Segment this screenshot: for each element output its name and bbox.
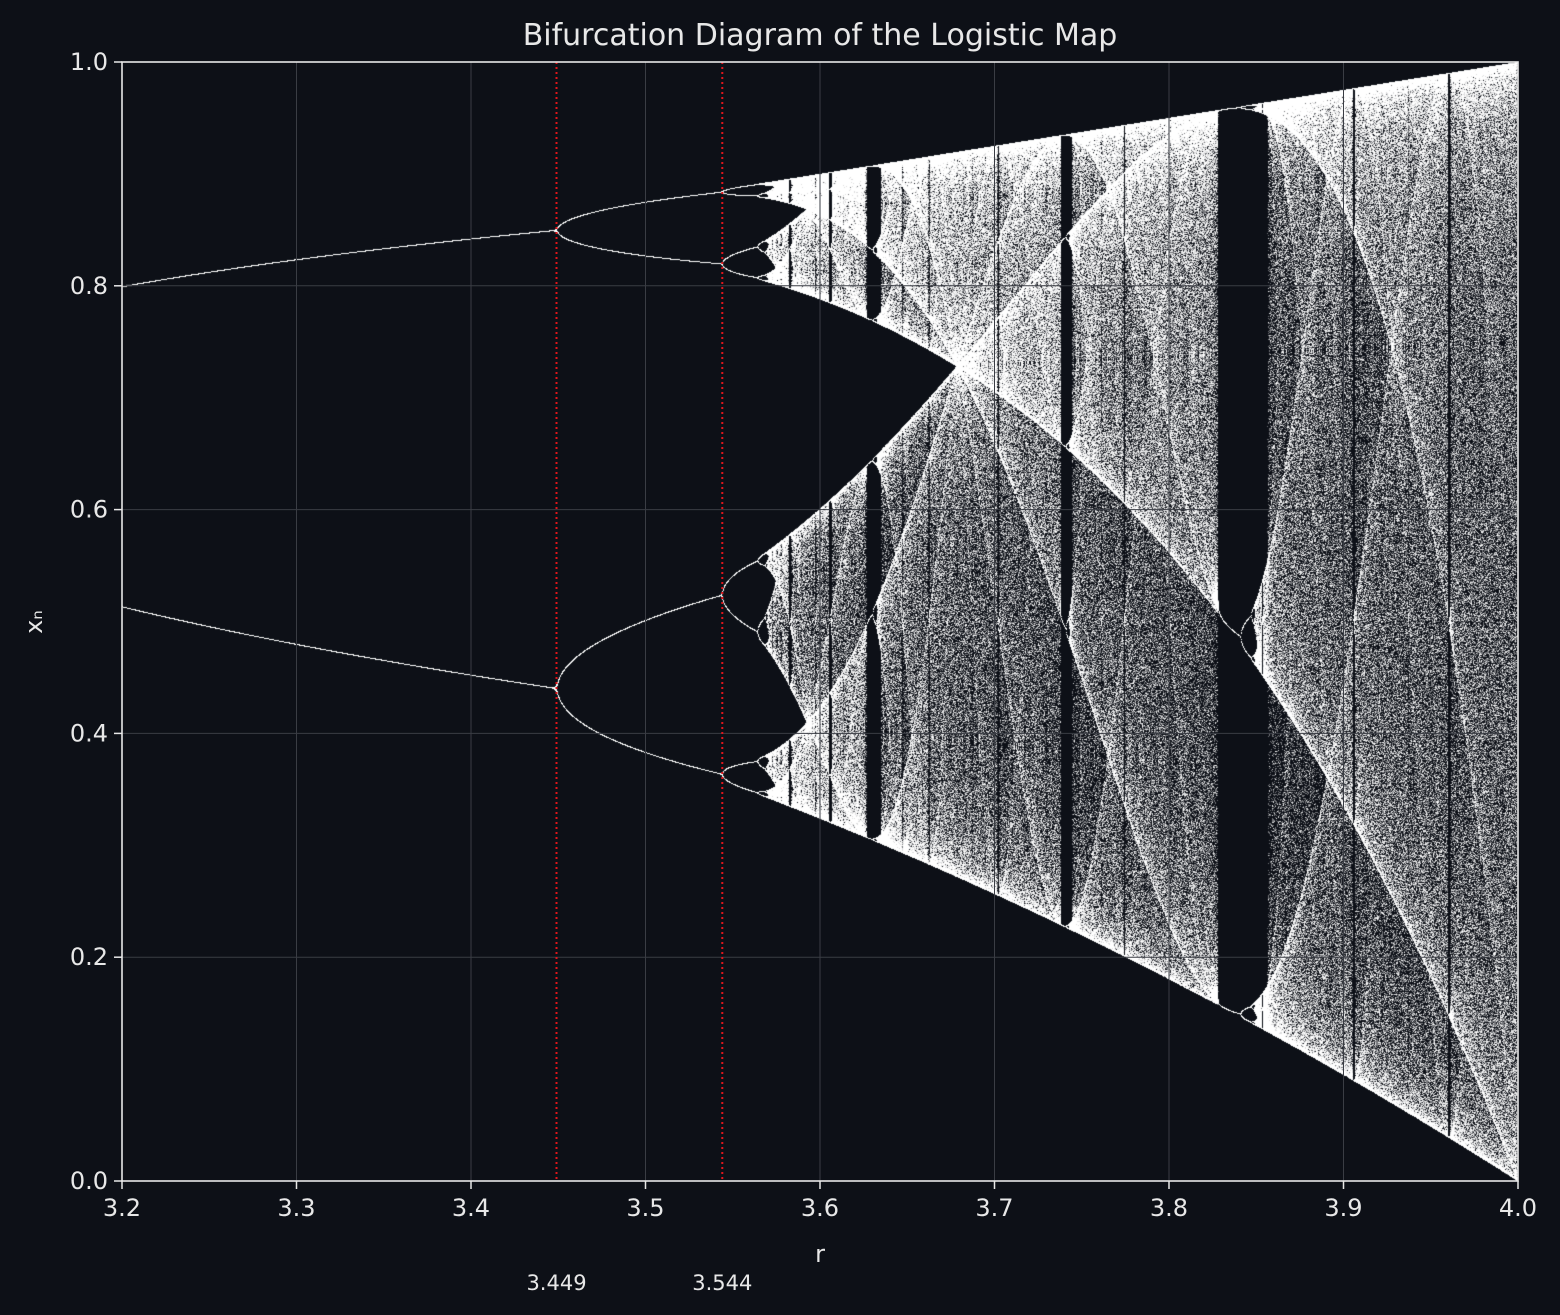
x-tick-label: 3.6	[801, 1194, 839, 1222]
x-axis-label: r	[815, 1240, 825, 1268]
x-tick-label: 3.4	[452, 1194, 490, 1222]
x-tick-label: 3.5	[626, 1194, 664, 1222]
x-tick-label: 3.9	[1324, 1194, 1362, 1222]
y-axis-label: xₙ	[20, 610, 48, 634]
x-tick-label: 3.8	[1150, 1194, 1188, 1222]
marker-line-labels: 3.449 3.544	[526, 1271, 752, 1295]
tick-labels: 3.2 3.3 3.4 3.5 3.6 3.7 3.8 3.9 4.0 0.0 0.2 0.4 0.6 0…	[70, 48, 1537, 1222]
chart-title: Bifurcation Diagram of the Logistic Map	[523, 18, 1118, 53]
x-tick-label: 3.7	[975, 1194, 1013, 1222]
x-tick-label: 3.2	[103, 1194, 141, 1222]
y-tick-label: 0.2	[70, 943, 108, 971]
y-tick-label: 0.6	[70, 496, 108, 524]
y-tick-label: 0.0	[70, 1167, 108, 1195]
x-tick-label: 3.3	[277, 1194, 315, 1222]
grid-lines	[121, 61, 1519, 1182]
y-tick-label: 1.0	[70, 48, 108, 76]
x-tick-label: 4.0	[1499, 1194, 1537, 1222]
marker-lines	[555, 62, 724, 1181]
y-tick-label: 0.8	[70, 272, 108, 300]
marker-line-label: 3.449	[526, 1271, 586, 1295]
marker-line-label: 3.544	[692, 1271, 752, 1295]
y-tick-label: 0.4	[70, 719, 108, 747]
